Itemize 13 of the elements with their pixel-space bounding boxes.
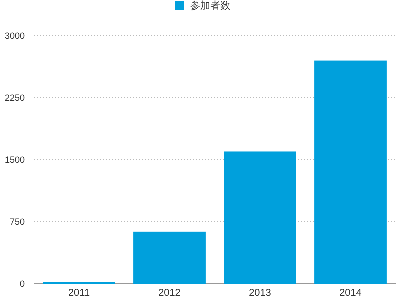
x-tick-label: 2011 bbox=[68, 288, 90, 299]
y-tick-label: 2250 bbox=[4, 92, 25, 103]
y-tick-label: 750 bbox=[10, 216, 25, 227]
y-tick-label: 3000 bbox=[4, 30, 25, 41]
x-tick-label: 2012 bbox=[158, 288, 182, 299]
x-tick-label: 2013 bbox=[249, 288, 272, 299]
x-tick-label: 2014 bbox=[340, 288, 362, 299]
bar bbox=[314, 60, 387, 284]
y-tick-label: 0 bbox=[20, 278, 25, 289]
y-tick-label: 1500 bbox=[4, 154, 25, 165]
bar bbox=[134, 232, 206, 284]
legend-label: 参加者数 bbox=[190, 0, 230, 12]
bar bbox=[224, 152, 296, 284]
